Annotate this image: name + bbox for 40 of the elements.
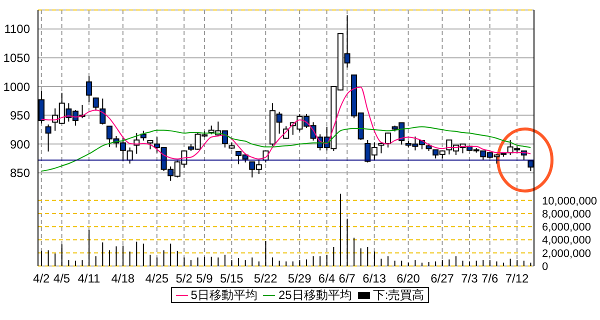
x-tick-label: 5/2 bbox=[176, 272, 193, 286]
x-tick-label: 5/15 bbox=[220, 272, 244, 286]
candlestick bbox=[385, 132, 392, 148]
legend-label: 5日移動平均 bbox=[190, 288, 258, 302]
x-tick-label: 5/9 bbox=[196, 272, 214, 286]
x-tick-label: 6/4 bbox=[318, 272, 336, 286]
candlestick bbox=[86, 76, 92, 103]
x-tick-label: 7/3 bbox=[461, 272, 478, 286]
candlestick bbox=[100, 98, 106, 125]
y2-tick-label: 4,000,000 bbox=[542, 234, 591, 247]
y2-tick-label: 8,000,000 bbox=[542, 208, 591, 220]
candlestick bbox=[92, 96, 99, 112]
x-tick-label: 6/7 bbox=[338, 272, 356, 286]
y2-tick-label: 10,000,000 bbox=[542, 195, 598, 208]
y-tick-label: 900 bbox=[10, 137, 30, 152]
candlestick bbox=[378, 142, 384, 154]
x-tick-label: 4/5 bbox=[53, 272, 70, 286]
y-tick-label: 850 bbox=[10, 166, 30, 180]
y2-tick-label: 2,000,000 bbox=[542, 248, 591, 260]
candlestick bbox=[147, 140, 154, 150]
x-tick-label: 6/20 bbox=[396, 272, 420, 286]
y-tick-label: 1050 bbox=[3, 51, 30, 66]
y2-tick-label: 0 bbox=[542, 260, 548, 273]
x-tick-label: 4/18 bbox=[111, 272, 135, 286]
x-tick-label: 7/12 bbox=[505, 272, 530, 286]
x-tick-label: 6/13 bbox=[362, 272, 386, 286]
legend-label: 下:売買高 bbox=[372, 288, 424, 302]
y-tick-label: 1000 bbox=[3, 80, 30, 94]
legend-label: 25日移動平均 bbox=[278, 288, 352, 302]
x-tick-label: 4/2 bbox=[33, 272, 50, 286]
x-tick-label: 5/22 bbox=[254, 272, 278, 286]
y-tick-label: 950 bbox=[10, 108, 30, 123]
y2-tick-label: 6,000,000 bbox=[542, 222, 591, 234]
x-tick-label: 6/27 bbox=[430, 272, 454, 286]
x-tick-label: 7/6 bbox=[481, 272, 498, 286]
x-tick-label: 4/25 bbox=[145, 272, 169, 286]
y-tick-label: 1100 bbox=[4, 22, 30, 36]
candlestick bbox=[45, 124, 52, 152]
x-tick-label: 5/29 bbox=[288, 272, 312, 286]
x-tick-label: 4/11 bbox=[78, 272, 101, 286]
